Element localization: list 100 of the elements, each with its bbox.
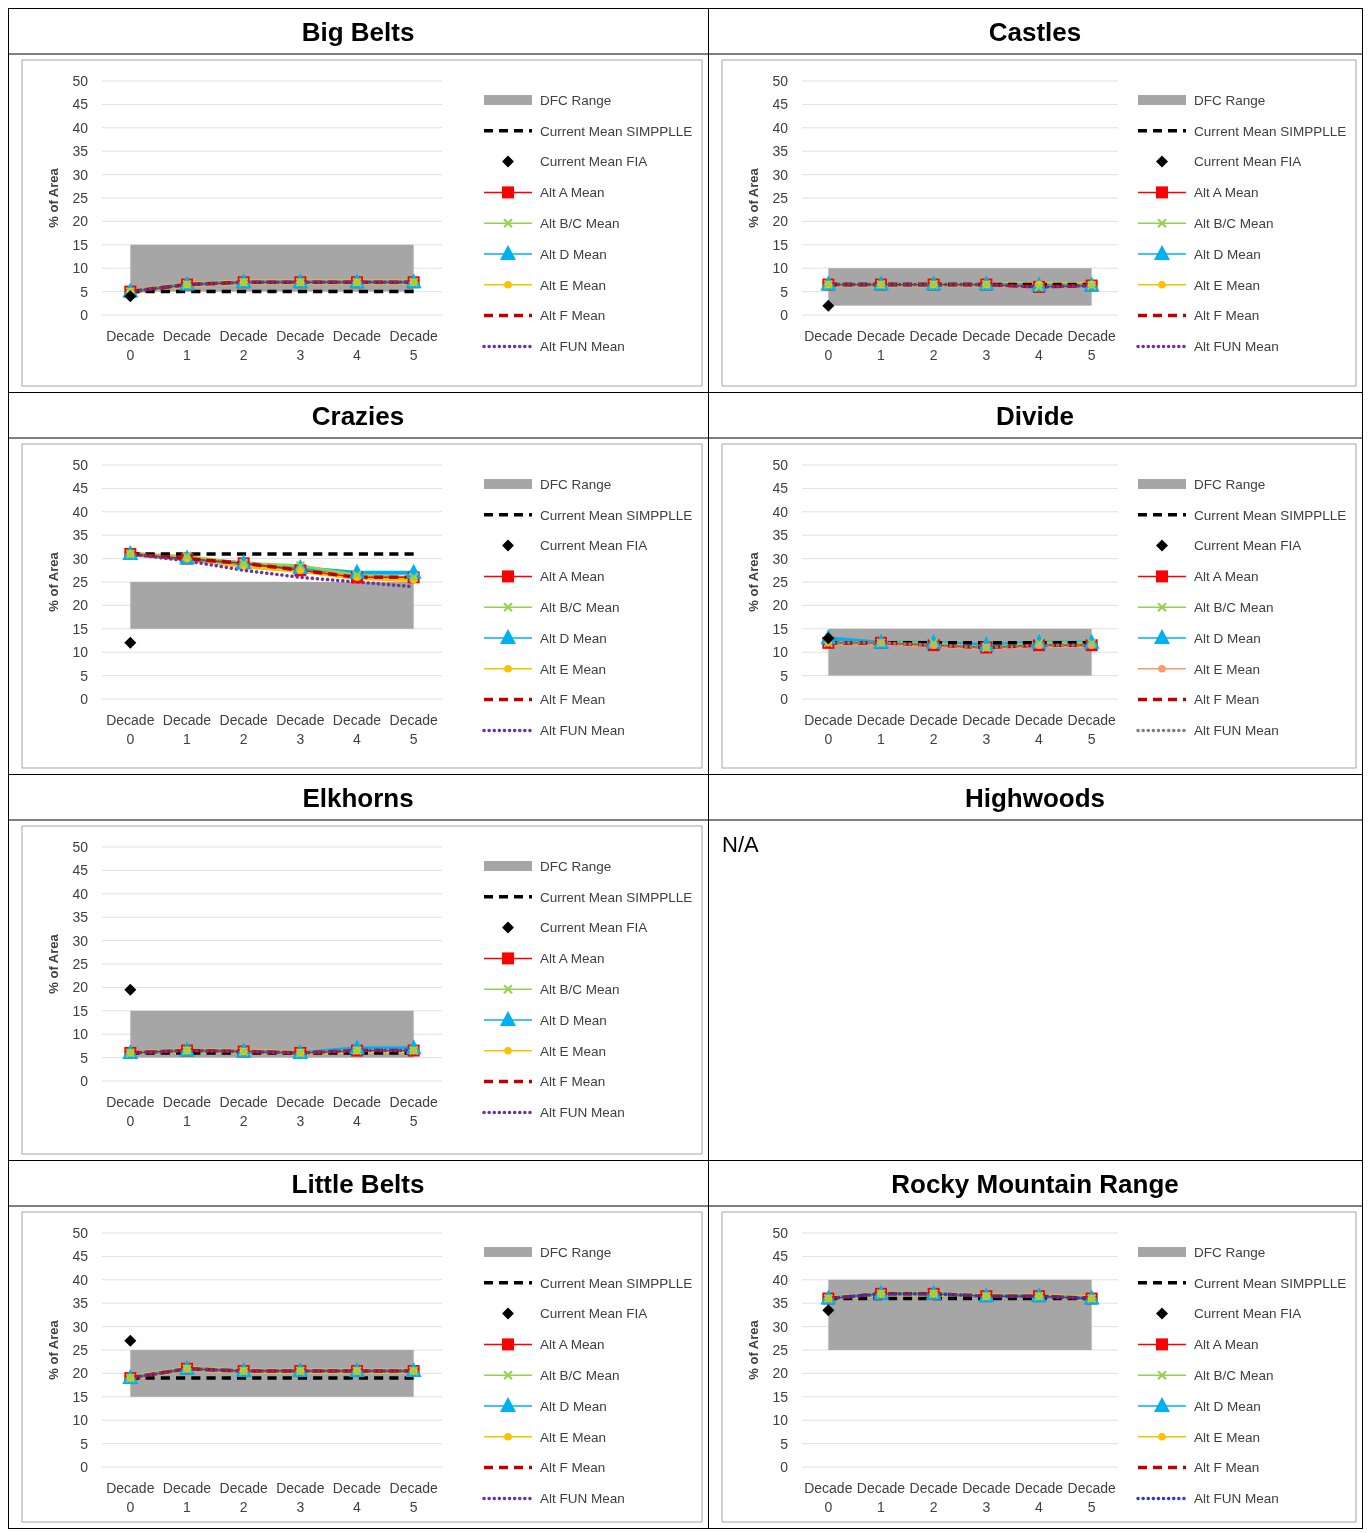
x-tick-label: Decade 1 [856,328,906,363]
y-tick-label: 15 [72,236,89,253]
y-tick-label: 50 [72,72,89,89]
y-tick-label: 30 [772,550,789,567]
y-tick-label: 5 [80,667,89,684]
x-tick-label: Decade 5 [389,712,438,747]
y-tick-label: 30 [772,1318,789,1335]
legend-label: DFC Range [540,1244,612,1260]
y-tick-label: 5 [80,1435,89,1452]
y-tick-label: 30 [72,550,89,567]
y-tick-label: 20 [72,597,89,614]
y-tick-label: 10 [72,644,89,661]
x-tick-label: Decade 1 [162,712,212,747]
y-tick-label: 30 [72,166,89,183]
chart-title: Big Belts [301,17,415,47]
y-tick-label: 25 [72,955,89,972]
legend-label: Current Mean SIMPPLLE [1194,123,1347,139]
legend-label: Alt B/C Mean [1194,1367,1274,1383]
legend-label: Alt E Mean [540,1429,607,1445]
x-tick-label: Decade 2 [909,712,958,747]
y-tick-label: 0 [80,690,89,707]
y-tick-label: 25 [72,1341,89,1358]
x-tick-label: Decade 0 [804,1480,853,1515]
x-tick-label: Decade 4 [332,712,382,747]
legend-label: Alt F Mean [540,692,606,708]
legend-label: Alt A Mean [1194,569,1259,585]
y-tick-label: 0 [80,1458,89,1475]
y-tick-label: 50 [72,1224,89,1241]
legend-label: Alt FUN Mean [1194,723,1279,739]
legend-label: Current Mean SIMPPLLE [540,889,693,905]
legend-label: Alt FUN Mean [540,723,625,739]
legend-label: DFC Range [1194,1244,1266,1260]
legend-label: Alt F Mean [540,308,606,324]
y-tick-label: 50 [72,456,89,473]
y-axis-title: % of Area [746,167,761,228]
x-tick-label: Decade 5 [1067,328,1116,363]
x-tick-label: Decade 3 [276,1480,325,1515]
y-tick-label: 45 [72,1248,89,1265]
legend-label: Alt D Mean [540,1012,607,1028]
y-axis-title: % of Area [746,551,761,612]
y-tick-label: 40 [772,119,789,136]
legend-label: Current Mean SIMPPLLE [540,507,693,523]
x-tick-label: Decade 4 [332,328,382,363]
legend-label: Current Mean FIA [1194,538,1302,554]
x-tick-label: Decade 3 [962,328,1011,363]
y-axis-title: % of Area [46,1319,61,1380]
y-axis-title: % of Area [46,933,61,994]
legend-label: Current Mean SIMPPLLE [1194,1275,1347,1291]
chart-title: Crazies [311,401,405,431]
x-tick-label: Decade 5 [1067,712,1116,747]
x-tick-label: Decade 2 [909,1480,958,1515]
legend-label: Alt FUN Mean [1194,339,1279,355]
y-axis-title: % of Area [46,551,61,612]
y-tick-label: 5 [780,283,789,300]
y-tick-label: 50 [772,456,789,473]
chart-title: Elkhorns [302,783,414,813]
legend-label: Alt A Mean [1194,185,1259,201]
legend-label: Current Mean FIA [1194,154,1302,170]
y-tick-label: 50 [772,72,789,89]
y-tick-label: 0 [780,306,789,323]
y-tick-label: 45 [72,862,89,879]
legend-label: Alt FUN Mean [540,1105,625,1121]
y-tick-label: 15 [72,1388,89,1405]
x-tick-label: Decade 5 [389,1094,438,1129]
x-tick-label: Decade 1 [856,1480,906,1515]
legend-label: Alt D Mean [540,246,607,262]
y-tick-label: 40 [72,119,89,136]
y-tick-label: 45 [772,96,789,113]
x-tick-label: Decade 3 [276,712,325,747]
legend-label: Alt B/C Mean [1194,599,1274,615]
y-tick-label: 10 [72,1412,89,1429]
legend-label: Alt F Mean [540,1460,606,1476]
x-tick-label: Decade 0 [106,712,155,747]
chart-title: Little Belts [291,1169,425,1199]
x-tick-label: Decade 0 [106,1094,155,1129]
legend-label: DFC Range [1194,476,1266,492]
y-tick-label: 40 [72,1271,89,1288]
legend-label: Alt E Mean [540,661,607,677]
legend-label: Alt A Mean [540,1337,605,1353]
legend-label: Alt D Mean [1194,1398,1261,1414]
y-tick-label: 5 [80,1049,89,1066]
legend-label: DFC Range [540,92,612,108]
x-tick-label: Decade 5 [389,328,438,363]
y-tick-label: 20 [772,213,789,230]
legend-label: Alt B/C Mean [540,599,620,615]
legend-label: Current Mean FIA [1194,1306,1302,1322]
y-tick-label: 10 [72,1026,89,1043]
legend-label: Alt E Mean [1194,661,1261,677]
legend-label: Alt E Mean [540,277,607,293]
y-axis-title: % of Area [46,167,61,228]
y-tick-label: 40 [772,503,789,520]
y-tick-label: 0 [80,306,89,323]
y-tick-label: 35 [72,909,89,926]
y-tick-label: 0 [80,1072,89,1089]
x-tick-label: Decade 4 [332,1094,382,1129]
y-tick-label: 5 [780,1435,789,1452]
legend-label: DFC Range [1194,92,1266,108]
y-tick-label: 5 [80,283,89,300]
x-tick-label: Decade 0 [804,328,853,363]
y-tick-label: 30 [72,1318,89,1335]
